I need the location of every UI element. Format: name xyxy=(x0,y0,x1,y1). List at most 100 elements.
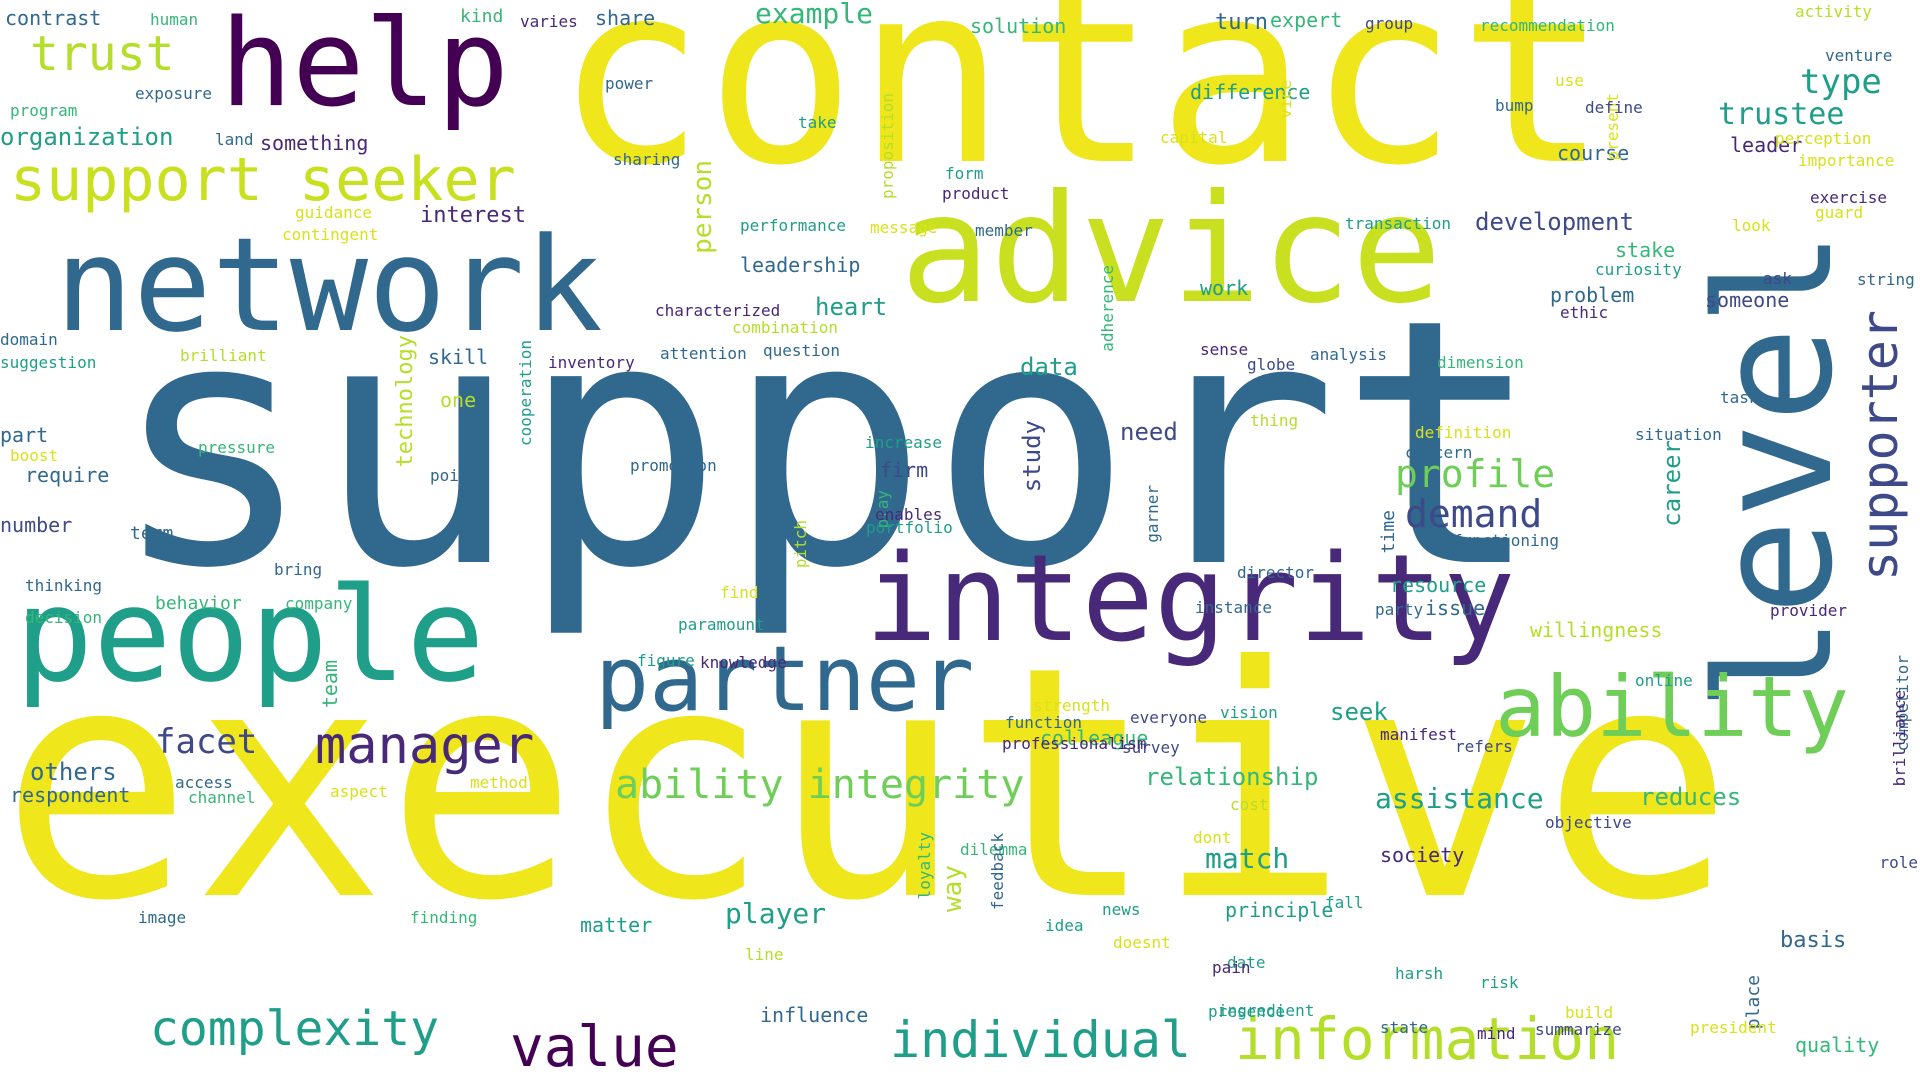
word-number: number xyxy=(0,513,73,537)
word-kind: kind xyxy=(460,6,504,27)
word-network: network xyxy=(55,209,603,361)
word-knowledge: knowledge xyxy=(700,653,787,672)
word-facet: facet xyxy=(155,722,258,762)
word-contingent: contingent xyxy=(282,225,379,244)
word-program: program xyxy=(10,101,78,120)
word-group: group xyxy=(1365,14,1414,33)
word-stake: stake xyxy=(1615,238,1676,262)
word-functioning: functioning xyxy=(1453,531,1559,550)
word-pitch: pitch xyxy=(791,520,810,569)
word-president: president xyxy=(1690,1018,1777,1037)
word-manager: manager xyxy=(315,716,535,776)
word-boost: boost xyxy=(10,446,59,465)
word-combination: combination xyxy=(732,318,838,337)
word-time: time xyxy=(1378,510,1399,554)
word-information: information xyxy=(1235,1005,1620,1073)
word-news: news xyxy=(1102,900,1141,919)
word-enables: enables xyxy=(875,505,943,524)
word-support-seeker: support seeker xyxy=(10,145,516,215)
word-mind: mind xyxy=(1477,1024,1516,1043)
word-activity: activity xyxy=(1795,2,1873,21)
word-executive: executive xyxy=(0,599,1734,971)
word-take: take xyxy=(798,113,837,132)
word-bring: bring xyxy=(274,560,323,579)
word-firm: firm xyxy=(880,458,929,482)
word-match: match xyxy=(1205,842,1290,875)
word-everyone: everyone xyxy=(1130,708,1208,727)
word-demand: demand xyxy=(1405,492,1543,536)
word-look: look xyxy=(1732,216,1771,235)
word-heart: heart xyxy=(815,293,888,321)
word-increase: increase xyxy=(865,433,943,452)
word-supporter: supporter xyxy=(1851,310,1909,581)
word-attention: attention xyxy=(660,344,747,363)
word-vision: vision xyxy=(1220,703,1278,722)
word-image: image xyxy=(138,908,187,927)
word-string: string xyxy=(1857,270,1915,289)
word-advice: advice xyxy=(900,163,1442,337)
word-value: value xyxy=(510,1015,679,1080)
word-loyalty: loyalty xyxy=(915,832,934,900)
word-respondent: respondent xyxy=(10,783,131,807)
word-ability: ability xyxy=(1495,658,1850,756)
word-colleague: colleague xyxy=(1040,726,1149,750)
word-survey: survey xyxy=(1122,738,1180,757)
word-trustee: trustee xyxy=(1718,97,1845,132)
word-cost: cost xyxy=(1230,795,1269,814)
word-product: product xyxy=(942,184,1010,203)
word-feedback: feedback xyxy=(988,833,1007,911)
word-capital: capital xyxy=(1160,128,1228,147)
word-something: something xyxy=(260,131,369,155)
word-vice: vice xyxy=(1276,80,1295,119)
word-idea: idea xyxy=(1045,916,1084,935)
word-seek: seek xyxy=(1330,698,1388,726)
word-data: data xyxy=(1020,353,1078,381)
word-use: use xyxy=(1555,71,1584,90)
word-professionalism: professionalism xyxy=(1002,734,1147,753)
word-thinking: thinking xyxy=(25,576,103,595)
word-complexity: complexity xyxy=(150,1001,439,1057)
word-dont: dont xyxy=(1193,828,1232,847)
word-study: study xyxy=(1018,420,1046,493)
word-presence: presence xyxy=(1208,1002,1286,1021)
word-person: person xyxy=(688,160,718,254)
word-find: find xyxy=(720,583,759,602)
word-point: point xyxy=(430,466,479,485)
word-cooperation: cooperation xyxy=(516,340,535,446)
word-principle: principle xyxy=(1225,898,1334,922)
word-others: others xyxy=(30,758,117,786)
word-organization: organization xyxy=(0,123,174,151)
word-summarize: summarize xyxy=(1535,1020,1622,1039)
word-issue: issue xyxy=(1425,596,1486,620)
word-instance: instance xyxy=(1195,598,1273,617)
word-perception: perception xyxy=(1775,129,1872,148)
word-work: work xyxy=(1200,276,1249,300)
word-ask: ask xyxy=(1763,269,1792,288)
word-willingness: willingness xyxy=(1530,618,1663,642)
word-adherence: adherence xyxy=(1098,265,1117,352)
word-date: date xyxy=(1227,953,1266,972)
word-pain: pain xyxy=(1212,958,1251,977)
word-importance: importance xyxy=(1798,151,1895,170)
word-line: line xyxy=(745,945,784,964)
word-influence: influence xyxy=(760,1003,869,1027)
word-varies: varies xyxy=(520,12,578,31)
word-member: member xyxy=(975,221,1033,240)
word-contact: contact xyxy=(555,0,1609,220)
word-assistance: assistance xyxy=(1375,782,1544,815)
word-quality: quality xyxy=(1795,1033,1880,1057)
word-dilemma: dilemma xyxy=(960,840,1028,859)
word-leader: leader xyxy=(1730,133,1803,157)
word-interest: interest xyxy=(420,203,526,228)
word-domain: domain xyxy=(0,330,58,349)
word-strength: strength xyxy=(1033,696,1111,715)
word-ability-integrity: ability integrity xyxy=(615,762,1025,808)
word-share: share xyxy=(595,6,656,30)
word-one: one xyxy=(440,388,477,412)
word-situation: situation xyxy=(1635,425,1722,444)
word-power: power xyxy=(605,74,654,93)
word-need: need xyxy=(1120,418,1178,446)
word-exercise: exercise xyxy=(1810,188,1888,207)
word-someone: someone xyxy=(1705,288,1790,312)
word-refers: refers xyxy=(1455,737,1513,756)
